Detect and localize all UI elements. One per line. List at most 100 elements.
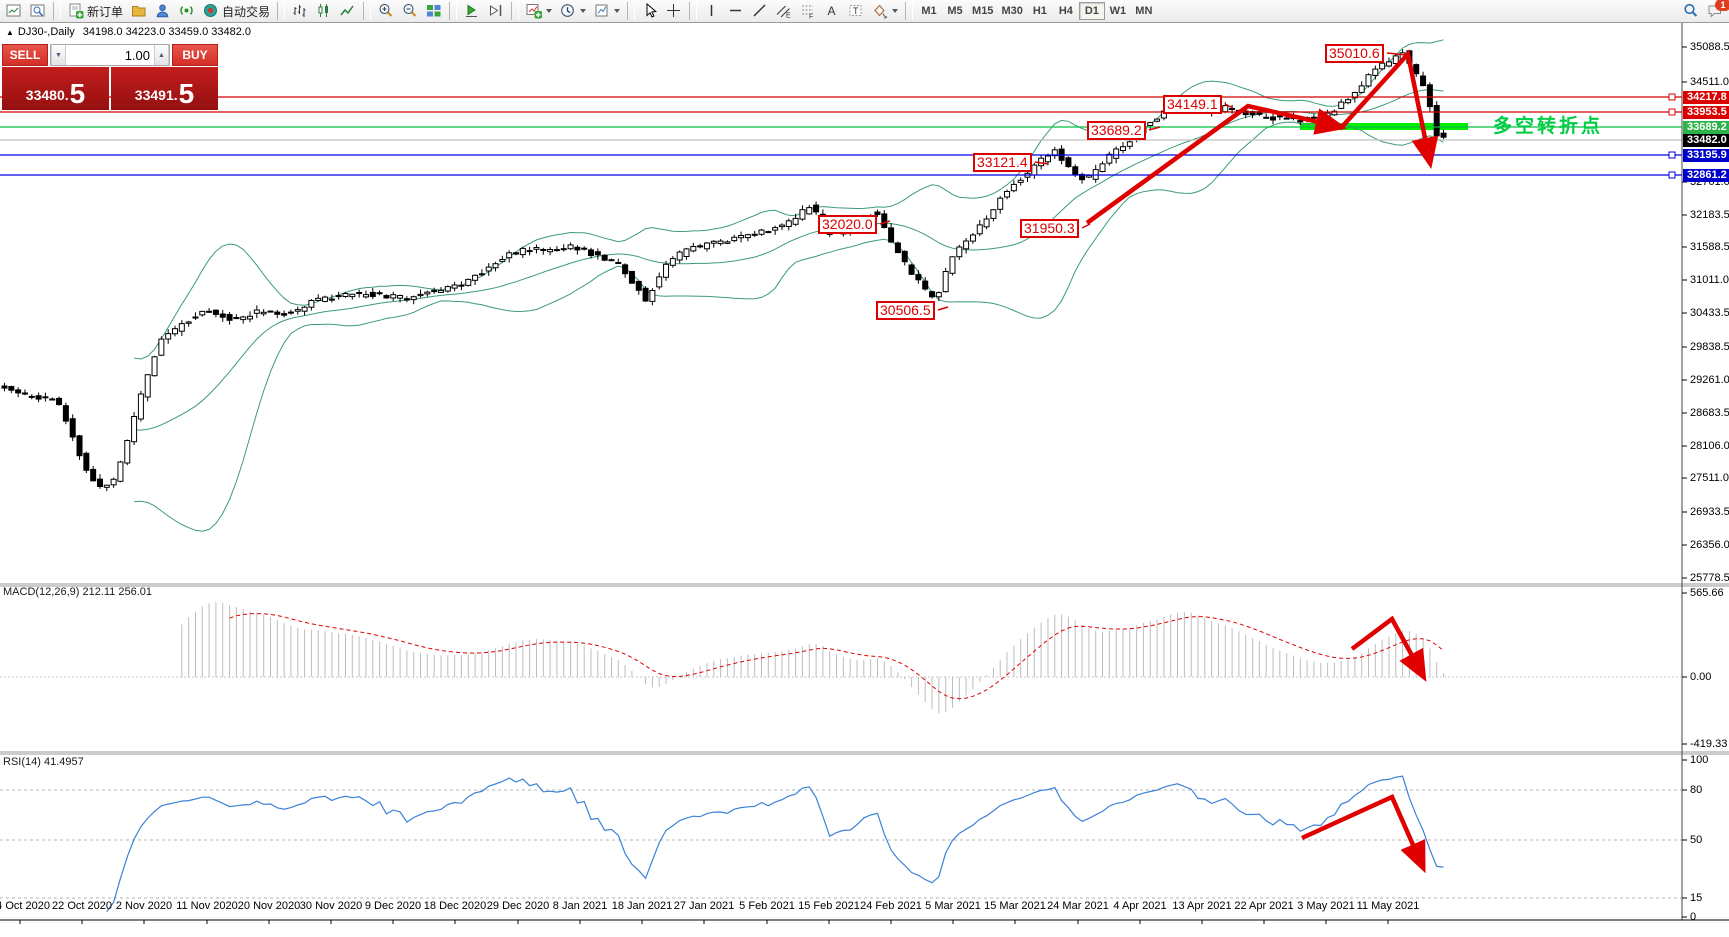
svg-text:F: F bbox=[809, 14, 813, 20]
price-callout-label[interactable]: 34149.1 bbox=[1163, 95, 1222, 114]
history-button[interactable] bbox=[128, 1, 150, 21]
trend-line-button[interactable] bbox=[749, 1, 771, 21]
timeframe-h4-button[interactable]: H4 bbox=[1053, 2, 1079, 20]
ohlc-values: 34198.0 34223.0 33459.0 33482.0 bbox=[82, 26, 251, 38]
timeframe-mn-button[interactable]: MN bbox=[1131, 2, 1157, 20]
price-callout-label[interactable]: 30506.5 bbox=[876, 301, 935, 320]
vertical-line-button[interactable] bbox=[701, 1, 723, 21]
price-callout-label[interactable]: 33689.2 bbox=[1087, 121, 1146, 140]
autotrade-label: 自动交易 bbox=[222, 4, 271, 19]
line-handle bbox=[1668, 171, 1676, 179]
fibonacci-button[interactable]: F bbox=[797, 1, 819, 21]
shapes-button[interactable] bbox=[869, 1, 901, 21]
bar-chart-icon bbox=[293, 5, 306, 17]
time-axis-label: 2 Nov 2020 bbox=[115, 900, 173, 912]
trend-annotation-text[interactable]: 多空转折点 bbox=[1493, 116, 1604, 137]
line-chart-button[interactable] bbox=[337, 1, 359, 21]
zoom-out-button[interactable] bbox=[399, 1, 421, 21]
macd-signal-line bbox=[229, 613, 1444, 700]
time-axis-label: 11 Nov 2020 bbox=[176, 900, 238, 912]
new-order-button[interactable]: 新订单 bbox=[65, 1, 126, 21]
price-callout-label[interactable]: 35010.6 bbox=[1325, 44, 1384, 63]
auto-scroll-button[interactable] bbox=[461, 1, 483, 21]
time-axis-label: 24 Feb 2021 bbox=[860, 900, 922, 912]
time-axis-label: 13 Apr 2021 bbox=[1172, 900, 1232, 912]
text-button[interactable]: A bbox=[821, 1, 843, 21]
one-click-trade-panel: SELL ▼ ▲ BUY 33480.5 33491.5 bbox=[2, 44, 218, 110]
trend-arrow bbox=[1301, 794, 1426, 874]
price-axis-tick: 26933.5 bbox=[1690, 506, 1729, 518]
symbol-name: DJ30-,Daily bbox=[17, 26, 75, 38]
chart-canvas[interactable]: 35088.5 34511.0 32761.0 32183.5 31588.5 31011… bbox=[0, 23, 1729, 937]
bar-chart-button[interactable] bbox=[289, 1, 311, 21]
buy-price-pip: 5 bbox=[178, 78, 195, 109]
collapse-panel-icon[interactable]: ▲ bbox=[6, 28, 14, 37]
timeframe-w1-button[interactable]: W1 bbox=[1105, 2, 1131, 20]
signals-button[interactable] bbox=[176, 1, 198, 21]
text-label-icon: T bbox=[849, 5, 862, 16]
time-axis-label: 3 May 2021 bbox=[1297, 900, 1355, 912]
indicators-button[interactable] bbox=[523, 1, 555, 21]
auto-scroll-icon bbox=[466, 4, 478, 17]
equidistant-channel-icon: E bbox=[776, 5, 791, 19]
line-handle bbox=[1668, 151, 1676, 159]
chevron-down-icon bbox=[580, 9, 587, 13]
lot-size-stepper: ▼ ▲ bbox=[50, 44, 170, 66]
vertical-line-icon bbox=[710, 5, 713, 16]
svg-text:A: A bbox=[828, 4, 836, 18]
bollinger-band-line bbox=[134, 39, 1444, 360]
templates-button[interactable] bbox=[591, 1, 623, 21]
time-axis-label: 24 Mar 2021 bbox=[1047, 900, 1109, 912]
sell-price-pip: 5 bbox=[69, 78, 86, 109]
autotrade-button[interactable]: 自动交易 bbox=[200, 1, 273, 21]
chart-window-icon bbox=[6, 4, 21, 17]
buy-price-display[interactable]: 33491. 5 bbox=[111, 67, 218, 110]
price-callout-label[interactable]: 32020.0 bbox=[818, 215, 877, 234]
autotrade-icon bbox=[204, 4, 218, 17]
arrange-windows-button[interactable] bbox=[423, 1, 445, 21]
chart-shift-button[interactable] bbox=[485, 1, 507, 21]
lot-decrease-button[interactable]: ▼ bbox=[51, 45, 66, 65]
horizontal-line-button[interactable] bbox=[725, 1, 747, 21]
periods-button[interactable] bbox=[557, 1, 589, 21]
lot-size-input[interactable] bbox=[66, 45, 154, 65]
price-callout-label[interactable]: 33121.4 bbox=[973, 153, 1032, 172]
buy-button[interactable]: BUY bbox=[172, 44, 218, 66]
text-label-button[interactable]: T bbox=[845, 1, 867, 21]
sell-price-display[interactable]: 33480. 5 bbox=[2, 67, 109, 110]
price-level-badge: 33953.5 bbox=[1683, 106, 1729, 119]
toolbar-separator bbox=[905, 2, 914, 20]
price-callout-label[interactable]: 31950.3 bbox=[1020, 219, 1079, 238]
search-icon bbox=[1684, 3, 1698, 17]
timeframe-d1-button[interactable]: D1 bbox=[1078, 2, 1105, 20]
sell-button[interactable]: SELL bbox=[2, 44, 48, 66]
timeframe-m30-button[interactable]: M30 bbox=[997, 2, 1026, 20]
equidistant-channel-button[interactable]: E bbox=[773, 1, 795, 21]
fibonacci-icon: F bbox=[802, 5, 813, 20]
crosshair-button[interactable] bbox=[663, 1, 685, 21]
zoom-out-icon bbox=[403, 4, 417, 17]
timeframe-h1-button[interactable]: H1 bbox=[1027, 2, 1053, 20]
sell-price-main: 33480. bbox=[25, 87, 69, 103]
timeframe-m1-button[interactable]: M1 bbox=[916, 2, 942, 20]
price-axis-tick: 26356.0 bbox=[1690, 539, 1729, 551]
lot-increase-button[interactable]: ▲ bbox=[154, 45, 169, 65]
time-axis[interactable] bbox=[0, 919, 1729, 937]
chevron-down-icon bbox=[546, 9, 553, 13]
toolbar-separator bbox=[511, 2, 520, 20]
cursor-button[interactable] bbox=[639, 1, 661, 21]
time-axis-label: 15 Feb 2021 bbox=[798, 900, 860, 912]
data-window-button[interactable] bbox=[27, 1, 49, 21]
periods-icon bbox=[561, 4, 574, 17]
timeframe-m15-button[interactable]: M15 bbox=[968, 2, 997, 20]
history-icon bbox=[132, 6, 146, 17]
zoom-in-button[interactable] bbox=[375, 1, 397, 21]
timeframe-m5-button[interactable]: M5 bbox=[942, 2, 968, 20]
community-button[interactable] bbox=[152, 1, 174, 21]
line-handle bbox=[1668, 93, 1676, 101]
time-axis-label: 18 Jan 2021 bbox=[611, 900, 673, 912]
search-button[interactable] bbox=[1680, 1, 1702, 21]
chart-window-button[interactable] bbox=[3, 1, 25, 21]
price-axis-tick: 15 bbox=[1690, 892, 1703, 904]
candlestick-chart-button[interactable] bbox=[313, 1, 335, 21]
